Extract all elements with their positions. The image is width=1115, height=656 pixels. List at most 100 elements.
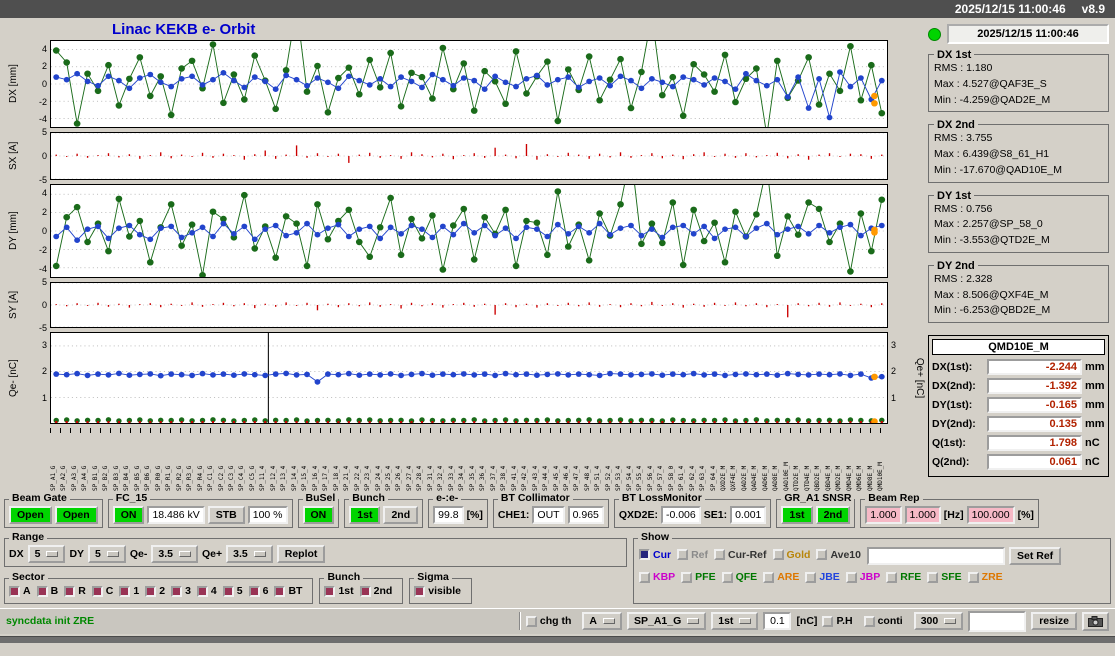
show-group: Show Cur Ref Cur-Ref Gold Ave10 Set Ref KBP P… bbox=[633, 531, 1111, 604]
checkbox-R[interactable]: R bbox=[64, 585, 86, 597]
checkbox-C[interactable]: C bbox=[91, 585, 113, 597]
status-bar: syncdata init ZRE chg th A SP_A1_G 1st 0… bbox=[0, 607, 1115, 634]
dx-right-spacer bbox=[888, 40, 926, 128]
bunch-dropdown[interactable]: 1st bbox=[711, 612, 759, 630]
checkbox-4[interactable]: 4 bbox=[196, 585, 217, 597]
beam-gate-open2-button[interactable]: Open bbox=[54, 506, 98, 524]
tick-label: -4 bbox=[38, 263, 47, 274]
range-dx-dropdown[interactable]: 5 bbox=[27, 545, 66, 563]
checkbox-3[interactable]: 3 bbox=[171, 585, 191, 597]
checkbox-JBP[interactable]: JBP bbox=[845, 571, 880, 583]
stats-max: Max : 8.506@QXF4E_M bbox=[934, 288, 1049, 301]
checkbox-BT[interactable]: BT bbox=[274, 585, 302, 597]
stats-min: Min : -4.259@QAD2E_M bbox=[934, 93, 1051, 106]
rate-dropdown[interactable]: 300 bbox=[913, 612, 964, 630]
checkbox-Ref[interactable]: Ref bbox=[677, 549, 708, 561]
monitor-row: DX(1st): -2.244 mm bbox=[932, 359, 1105, 375]
tick-label: 3 bbox=[891, 340, 897, 351]
bunch-2nd-button[interactable]: 2nd bbox=[383, 506, 419, 524]
checkbox-box bbox=[196, 585, 208, 597]
fc15-title: FC_15 bbox=[112, 492, 151, 504]
checkbox-Gold[interactable]: Gold bbox=[772, 549, 810, 561]
checkbox-Cur-Ref[interactable]: Cur-Ref bbox=[714, 549, 767, 561]
checkbox-PFE[interactable]: PFE bbox=[681, 571, 716, 583]
station-label: SP_54_4 bbox=[625, 465, 633, 491]
checkbox-SFE[interactable]: SFE bbox=[927, 571, 962, 583]
checkbox-visible[interactable]: visible bbox=[414, 585, 461, 597]
set-ref-button[interactable]: Set Ref bbox=[1009, 547, 1062, 565]
replot-button[interactable]: Replot bbox=[276, 545, 326, 563]
fc15-stb-button[interactable]: STB bbox=[207, 506, 245, 524]
che1-value-field: 0.965 bbox=[567, 506, 604, 524]
station-label: QMD10E_M bbox=[877, 462, 885, 491]
dx-orbit-plot[interactable] bbox=[50, 40, 888, 128]
checkbox-Ave10[interactable]: Ave10 bbox=[816, 549, 861, 561]
beam-rep-group: Beam Rep 1.000 1.000 [Hz] 100.000 [%] bbox=[860, 492, 1039, 528]
status-message: syncdata init ZRE bbox=[6, 615, 95, 627]
busel-on-button[interactable]: ON bbox=[302, 506, 335, 524]
checkbox-ARE[interactable]: ARE bbox=[763, 571, 799, 583]
station-label: QTD2E_M bbox=[793, 465, 801, 491]
checkbox-ZRE[interactable]: ZRE bbox=[967, 571, 1003, 583]
chg-th-checkbox[interactable]: chg th bbox=[525, 615, 571, 627]
checkbox-B[interactable]: B bbox=[36, 585, 58, 597]
monitor-dropdown[interactable]: SP_A1_G bbox=[626, 612, 707, 630]
station-label: SP_B6_G bbox=[144, 465, 152, 491]
checkbox-box bbox=[639, 571, 650, 583]
station-label: SP_14_4 bbox=[290, 465, 298, 491]
checkbox-A[interactable]: A bbox=[9, 585, 31, 597]
checkbox-RFE[interactable]: RFE bbox=[886, 571, 921, 583]
sector-dropdown[interactable]: A bbox=[582, 612, 622, 630]
station-label: SP_31_4 bbox=[426, 465, 434, 491]
station-label: SP_52_4 bbox=[604, 465, 612, 491]
checkbox-5[interactable]: 5 bbox=[222, 585, 243, 597]
stations-spacer-3 bbox=[888, 428, 926, 491]
threshold-field[interactable]: 0.1 bbox=[763, 612, 792, 630]
station-label: SP_15_4 bbox=[301, 465, 309, 491]
station-label: SP_A4_G bbox=[81, 465, 89, 491]
monitor-name[interactable]: QMD10E_M bbox=[932, 339, 1105, 355]
sx-steering-plot[interactable] bbox=[50, 132, 888, 180]
snsr-2nd-button[interactable]: 2nd bbox=[815, 506, 851, 524]
che1-state-field: OUT bbox=[532, 506, 565, 524]
range-qem-dropdown[interactable]: 3.5 bbox=[151, 545, 198, 563]
checkbox-box bbox=[64, 585, 76, 597]
extra-field[interactable] bbox=[968, 610, 1027, 632]
checkbox-6[interactable]: 6 bbox=[248, 585, 268, 597]
checkbox-JBE[interactable]: JBE bbox=[805, 571, 840, 583]
checkbox-KBP[interactable]: KBP bbox=[639, 571, 675, 583]
resize-button[interactable]: resize bbox=[1031, 612, 1077, 630]
bunch-1st-button[interactable]: 1st bbox=[349, 506, 381, 524]
ph-checkbox[interactable]: P.H bbox=[822, 615, 853, 627]
range-dy-dropdown[interactable]: 5 bbox=[88, 545, 126, 563]
stats-dx-2nd: DX 2nd RMS : 3.755 Max : 6.439@S8_61_H1 … bbox=[928, 117, 1109, 183]
screenshot-button[interactable] bbox=[1082, 611, 1109, 631]
beam-gate-group: Beam Gate Open Open bbox=[4, 492, 103, 528]
beam-gate-open1-button[interactable]: Open bbox=[9, 506, 52, 524]
station-label: SP_A3_G bbox=[70, 465, 78, 491]
sy-steering-plot[interactable] bbox=[50, 282, 888, 328]
charge-plot[interactable] bbox=[50, 332, 888, 424]
stats-rms: RMS : 3.755 bbox=[934, 132, 993, 145]
checkbox-1st[interactable]: 1st bbox=[324, 585, 354, 597]
conti-checkbox[interactable]: conti bbox=[863, 615, 903, 627]
range-qep-dropdown[interactable]: 3.5 bbox=[226, 545, 273, 563]
checkbox-QFE[interactable]: QFE bbox=[721, 571, 757, 583]
checkbox-label: JBE bbox=[819, 571, 840, 583]
stats-rms: RMS : 0.756 bbox=[934, 202, 993, 215]
stats-dx-1st: DX 1st RMS : 1.180 Max : 4.527@QAF3E_S M… bbox=[928, 47, 1109, 113]
checkbox-Cur[interactable]: Cur bbox=[639, 549, 671, 561]
station-label: SP_45_4 bbox=[552, 465, 560, 491]
checkbox-1[interactable]: 1 bbox=[119, 585, 139, 597]
checkbox-2[interactable]: 2 bbox=[145, 585, 165, 597]
checkbox-2nd[interactable]: 2nd bbox=[359, 585, 392, 597]
snsr-1st-button[interactable]: 1st bbox=[781, 506, 813, 524]
titlebar-clock: 2025/12/15 11:00:46 bbox=[954, 2, 1066, 16]
dy-orbit-plot[interactable] bbox=[50, 184, 888, 278]
beam-rep-field-2: 1.000 bbox=[904, 506, 941, 524]
station-label: SP_56_4 bbox=[646, 465, 654, 491]
monitor-row: Q(2nd): 0.061 nC bbox=[932, 454, 1105, 470]
station-label: SP_46_4 bbox=[562, 465, 570, 491]
ref-file-input[interactable] bbox=[867, 547, 1005, 565]
fc15-on-button[interactable]: ON bbox=[112, 506, 145, 524]
